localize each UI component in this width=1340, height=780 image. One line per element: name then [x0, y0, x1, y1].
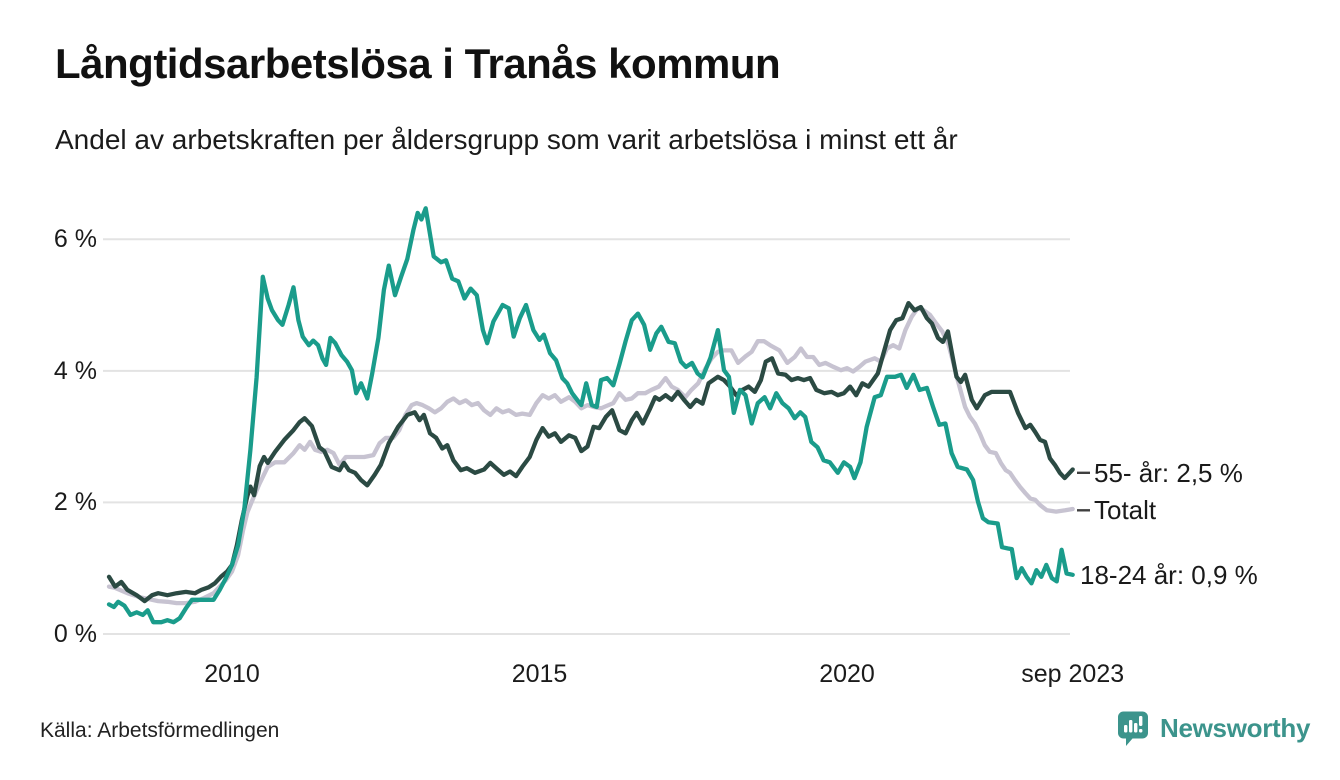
- newsworthy-logo: Newsworthy: [1115, 708, 1310, 748]
- series-line-18-24-år: [106, 206, 1075, 625]
- series-end-label: 55- år: 2,5 %: [1094, 457, 1243, 488]
- chart-subtitle: Andel av arbetskraften per åldersgrupp s…: [55, 124, 958, 155]
- series-line-55--år: [106, 300, 1075, 604]
- x-axis-tick-label: sep 2023: [1021, 660, 1125, 688]
- source-note: Källa: Arbetsförmedlingen: [40, 719, 280, 742]
- y-axis-tick-label: 2 %: [53, 488, 97, 517]
- x-axis-tick-label: 2015: [511, 660, 568, 688]
- series-line-totalt: [106, 306, 1075, 606]
- y-axis-tick-label: 4 %: [53, 356, 97, 385]
- series-end-label: Totalt: [1094, 495, 1157, 526]
- newsworthy-bubble-chart-icon: [1115, 708, 1151, 748]
- y-axis-tick-label: 6 %: [53, 225, 97, 254]
- y-axis-tick-label: 0 %: [53, 620, 97, 648]
- x-axis-tick-label: 2010: [204, 660, 260, 688]
- newsworthy-wordmark: Newsworthy: [1160, 712, 1311, 743]
- chart-title: Långtidsarbetslösa i Tranås kommun: [55, 40, 781, 87]
- series-end-label: 18-24 år: 0,9 %: [1080, 559, 1258, 590]
- x-axis-tick-label: 2020: [819, 660, 875, 688]
